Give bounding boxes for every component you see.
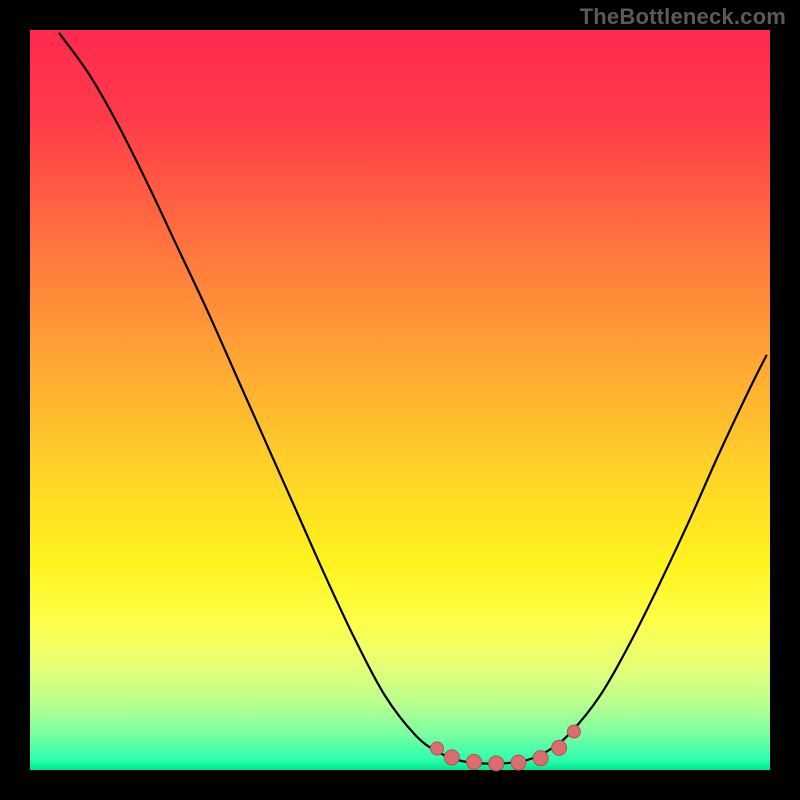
- bottleneck-chart: TheBottleneck.com: [0, 0, 800, 800]
- chart-svg: [0, 0, 800, 800]
- attribution-text: TheBottleneck.com: [580, 4, 786, 30]
